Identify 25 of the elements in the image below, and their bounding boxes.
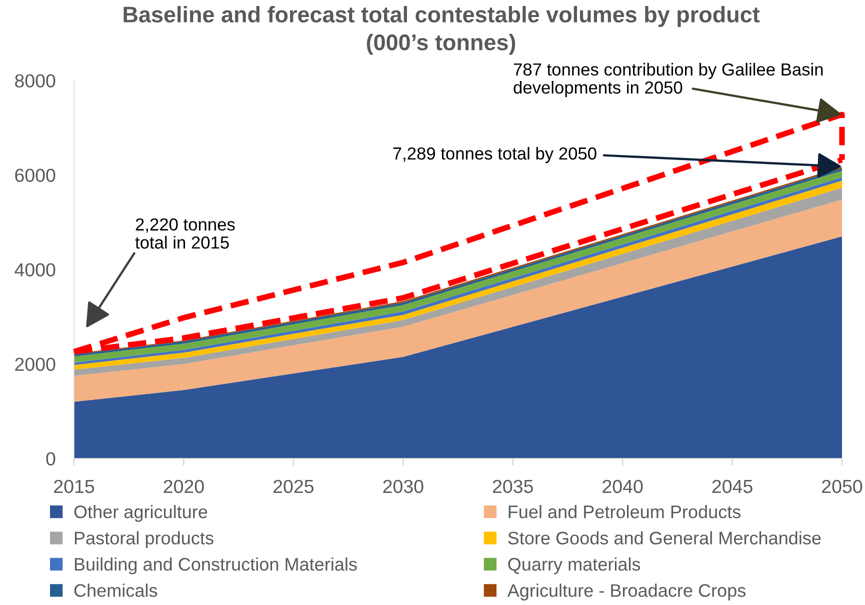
x-tick-label: 2030 (383, 480, 424, 494)
legend-label: Chemicals (74, 584, 158, 597)
annotation: 2,220 tonnes total in 2015 (135, 218, 235, 249)
y-tick-label: 6000 (15, 168, 56, 182)
legend-label: Building and Construction Materials (74, 557, 357, 574)
legend-label: Pastoral products (74, 531, 214, 548)
legend-label: Store Goods and General Merchandise (508, 531, 821, 544)
legend-label: Agriculture - Broadacre Crops (507, 584, 746, 600)
y-tick-label: 2000 (15, 358, 56, 371)
x-tick-label: 2040 (602, 480, 643, 494)
annotation: 787 tonnes contribution by Galilee Basin developments in 2050 (514, 62, 823, 98)
x-tick-label: 2020 (164, 480, 204, 494)
x-tick-label: 2015 (54, 480, 94, 494)
x-tick-label: 2050 (822, 480, 862, 494)
x-tick-label: 2025 (274, 480, 314, 494)
y-tick-label: 4000 (14, 263, 56, 276)
y-tick-label: 8000 (15, 74, 56, 88)
annotation: 7,289 tonnes total by 2050 (393, 146, 596, 164)
legend-label: Fuel and Petroleum Products (508, 505, 741, 518)
legend-label: Quarry materials (508, 557, 640, 574)
legend-label: Other agriculture (74, 505, 208, 522)
x-tick-label: 2035 (492, 480, 533, 494)
y-tick-label: 0 (46, 452, 56, 466)
x-tick-label: 2045 (712, 480, 752, 494)
chart-title: Baseline and forecast total contestable volumes by product (000’s tonnes) (124, 6, 760, 55)
